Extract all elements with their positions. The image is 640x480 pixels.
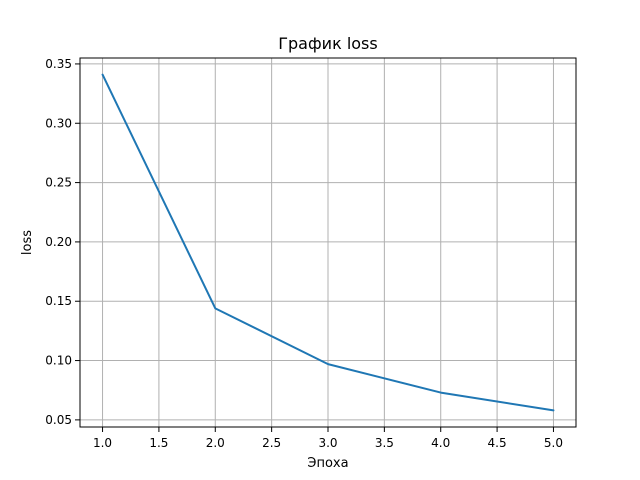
x-tick-label: 2.5 [262,436,281,450]
series-layer [101,73,555,412]
x-tick-label: 5.0 [544,436,563,450]
y-tick-label: 0.10 [45,354,72,368]
x-tick-label: 1.0 [93,436,112,450]
y-tick-label: 0.35 [45,57,72,71]
chart-title: График loss [278,34,377,53]
x-tick-label: 3.0 [318,436,337,450]
y-tick-label: 0.30 [45,116,72,130]
x-tick-label: 4.5 [488,436,507,450]
y-tick-label: 0.20 [45,235,72,249]
x-tick-label: 1.5 [149,436,168,450]
x-tick-label: 2.0 [206,436,225,450]
ticks: 1.0 1.5 2.0 2.5 3.0 3.5 4.0 4.5 5.0 0.05 0.10 0.15 0… [45,57,563,450]
x-axis-label: Эпоха [307,456,348,471]
y-tick-label: 0.15 [45,294,72,308]
y-tick-label: 0.25 [45,176,72,190]
x-tick-label: 4.0 [431,436,450,450]
x-tick-label: 3.5 [375,436,394,450]
y-axis-label: loss [20,230,35,255]
grid [80,58,576,427]
y-tick-label: 0.05 [45,413,72,427]
